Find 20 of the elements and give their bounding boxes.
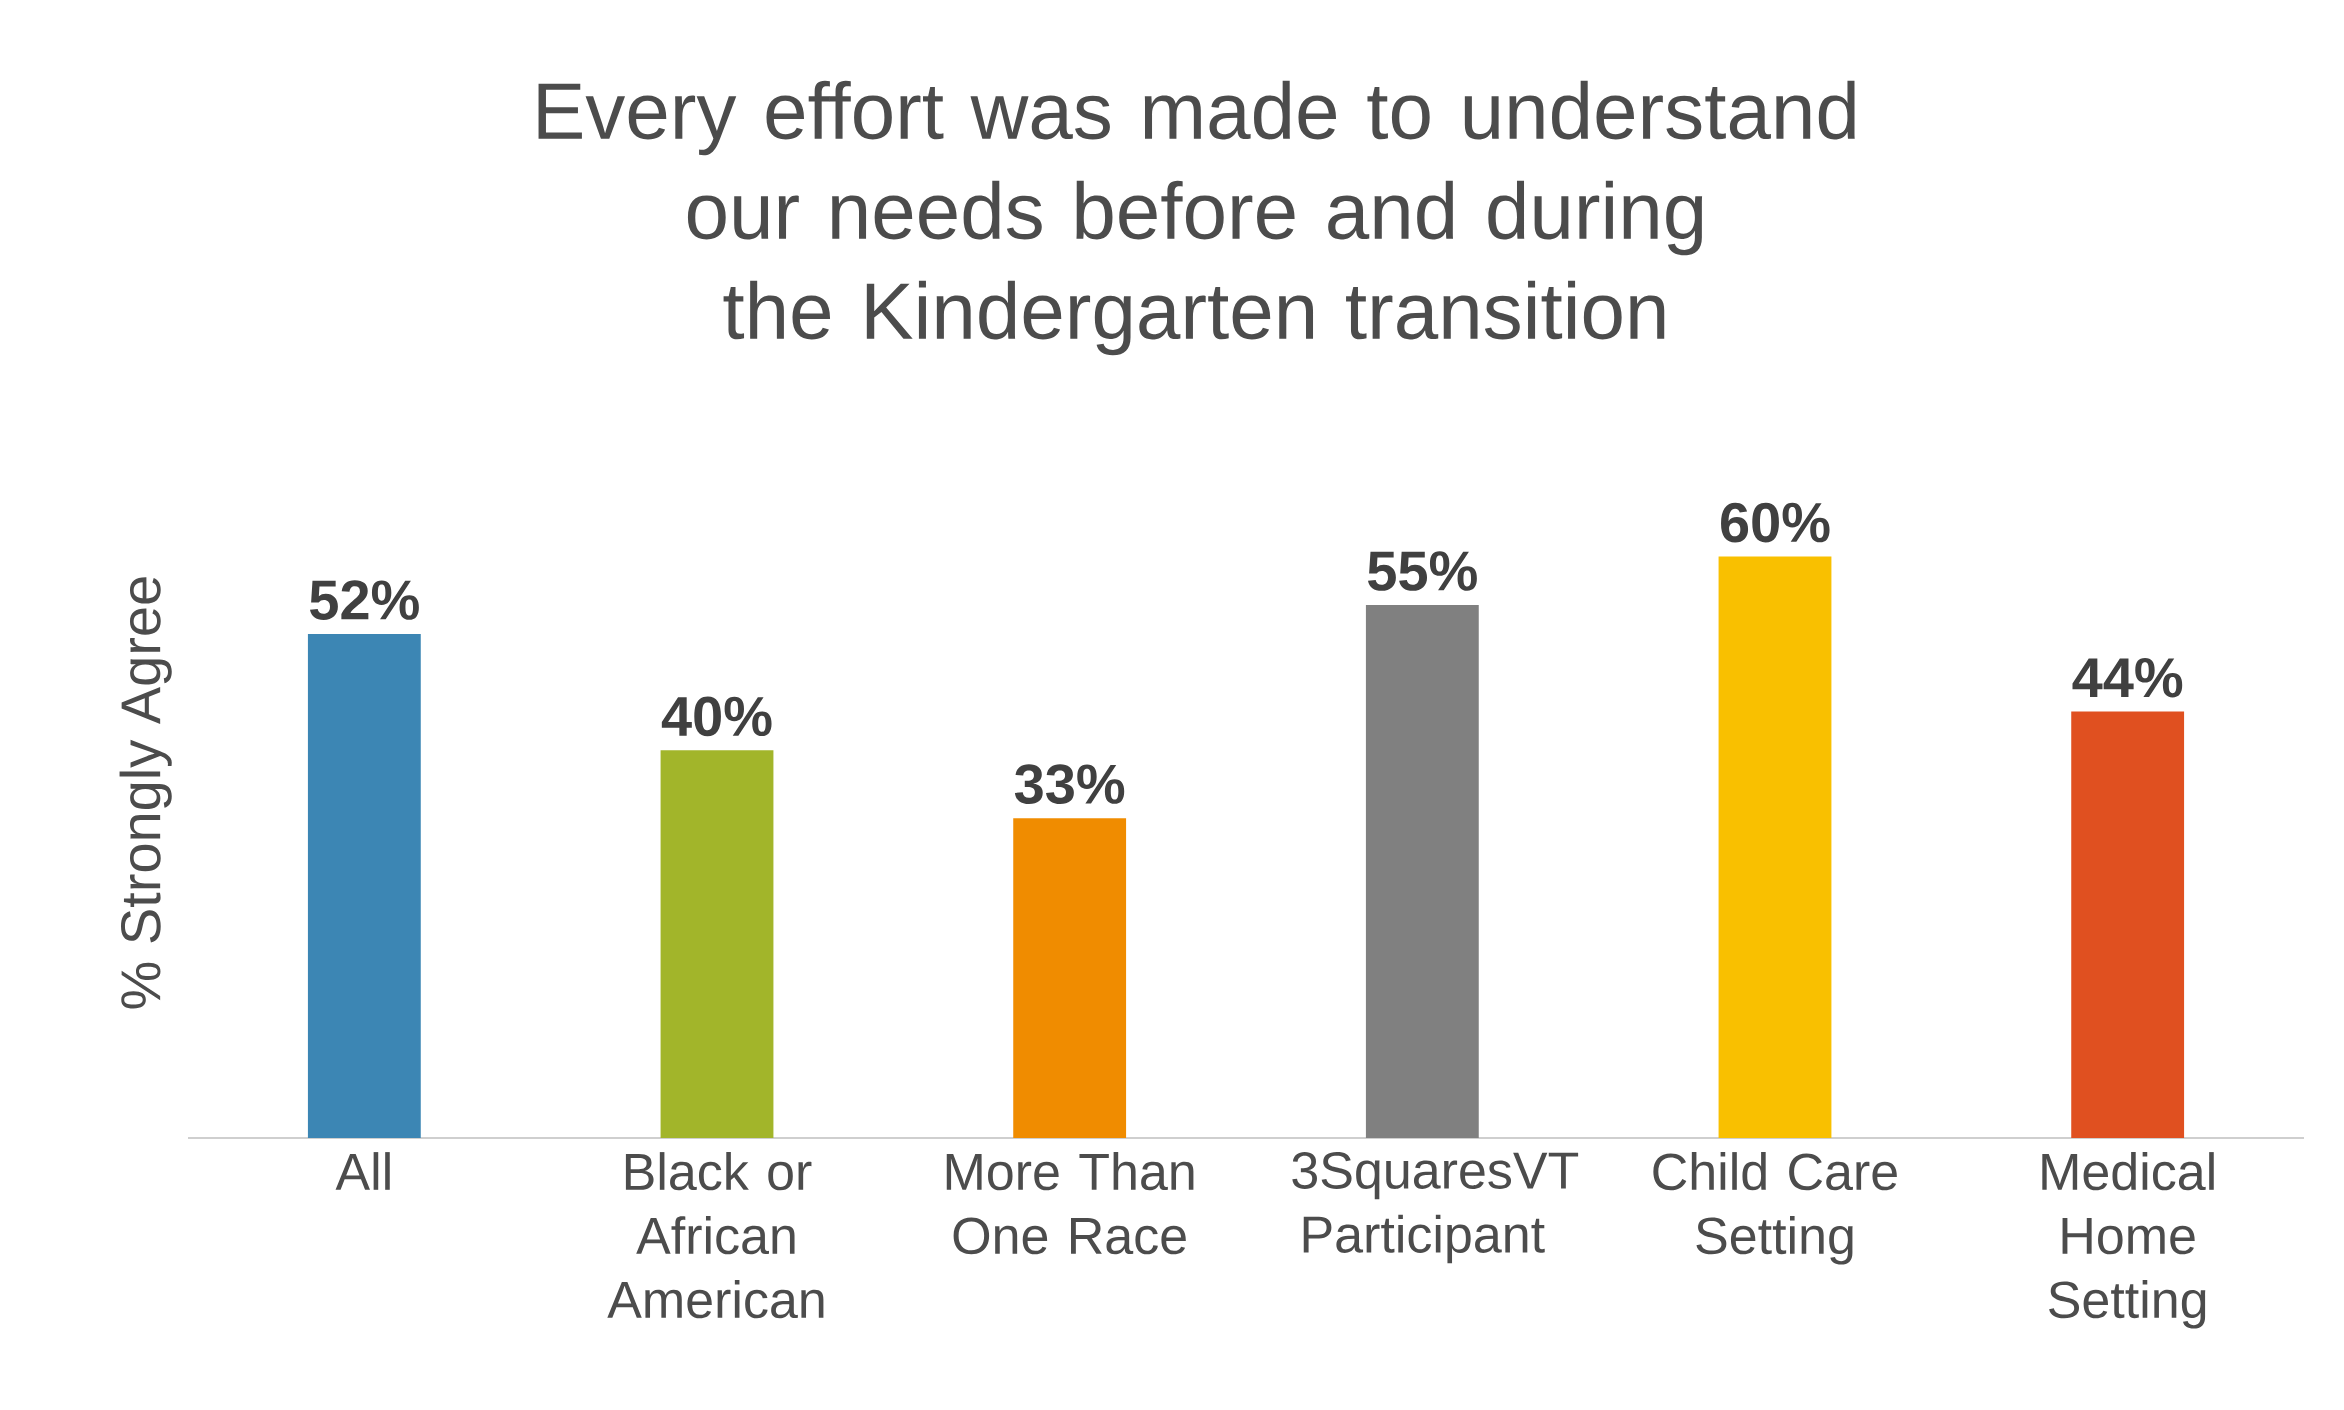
bar: [660, 750, 774, 1138]
chart-title: Every effort was made to understand our needs before and during the Kindergarten transition: [538, 80, 1855, 356]
x-tick-label: Medical Home Setting: [2042, 1152, 2214, 1329]
y-axis-title: % Strongly Agree: [119, 577, 172, 1009]
x-tick-label: Child Care Setting: [1653, 1152, 1897, 1265]
x-tick-label: More Than One Race: [946, 1152, 1194, 1255]
data-label: 60%: [1721, 502, 1830, 543]
bar: [1718, 556, 1832, 1138]
bar: [1013, 818, 1127, 1138]
x-tick-label: 3SquaresVT Participant: [1292, 1152, 1579, 1264]
data-label: 33%: [1014, 764, 1125, 805]
data-label: 52%: [309, 580, 419, 620]
data-label: 55%: [1367, 551, 1477, 591]
data-label: 40%: [661, 696, 772, 737]
x-tick-label: All: [335, 1152, 390, 1190]
bar: [2071, 711, 2185, 1138]
bar: [307, 634, 421, 1138]
x-tick-label: Black or African American: [607, 1152, 824, 1319]
data-label: 44%: [2072, 658, 2183, 698]
bar: [1365, 604, 1479, 1138]
